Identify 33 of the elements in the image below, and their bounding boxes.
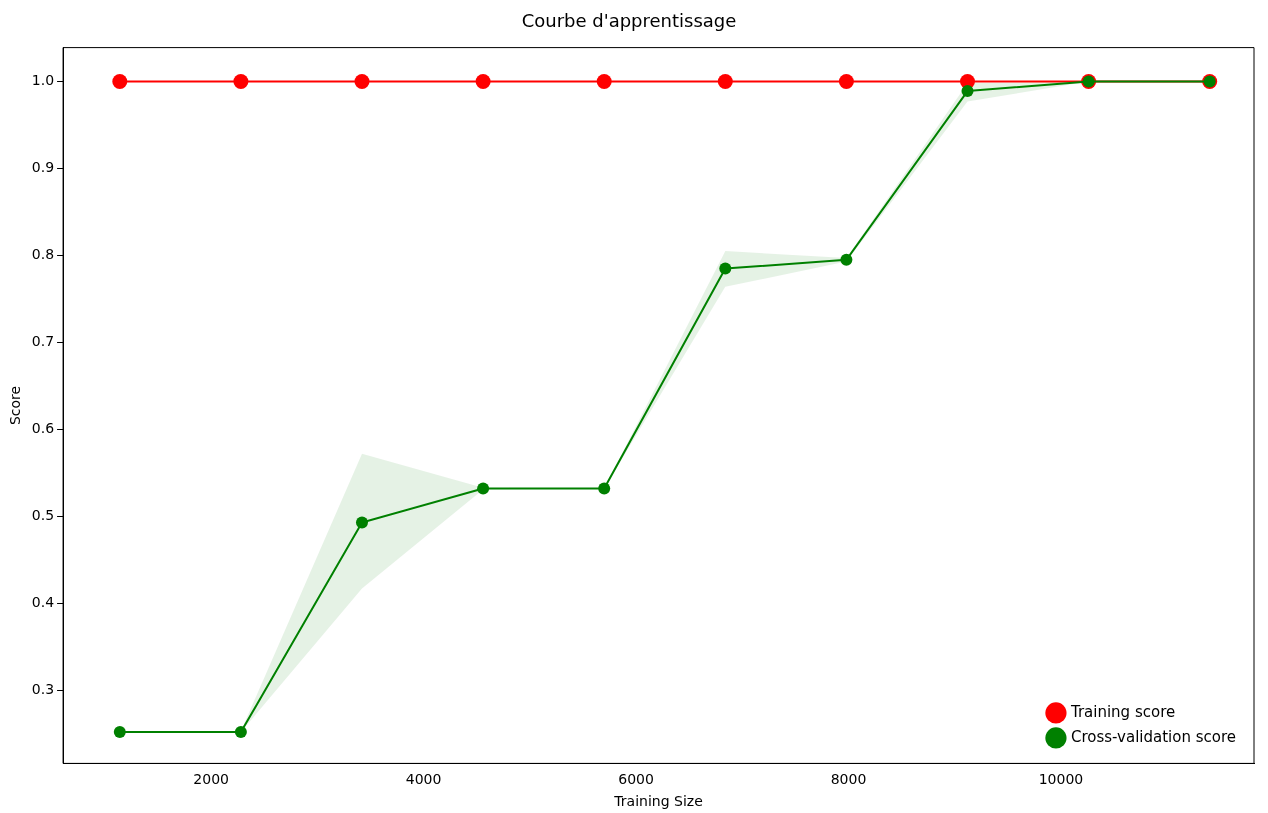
y-tick-label: 0.7 [31, 333, 55, 350]
x-tick-label: 10000 [1038, 771, 1084, 788]
point [961, 85, 974, 98]
point [113, 726, 126, 739]
point [838, 74, 854, 90]
point [355, 516, 368, 529]
point [477, 482, 490, 495]
y-tick-label: 0.4 [31, 594, 55, 611]
point [475, 74, 491, 90]
point [112, 74, 128, 90]
x-axis-title: Training Size [613, 793, 703, 810]
point [717, 74, 733, 90]
y-tick-label: 1.0 [31, 72, 55, 89]
y-tick-label: 0.8 [31, 246, 55, 263]
y-tick-label: 0.3 [31, 680, 55, 697]
point [840, 253, 853, 266]
y-tick-label: 0.5 [31, 507, 55, 524]
x-tick-label: 2000 [193, 771, 229, 788]
y-tick-label: 0.6 [31, 420, 55, 437]
legend-label: Cross-validation score [1070, 727, 1237, 746]
point [596, 74, 612, 90]
x-tick-label: 8000 [830, 771, 867, 788]
legend-label: Training score [1069, 702, 1176, 721]
y-axis-title: Score [7, 385, 24, 426]
chart-title: Courbe d'apprentissage [521, 10, 737, 32]
point [354, 74, 370, 90]
point [234, 726, 247, 739]
point [719, 262, 732, 275]
x-tick-label: 6000 [618, 771, 654, 788]
point [598, 482, 611, 495]
y-tick-label: 0.9 [31, 159, 55, 176]
x-tick-label: 4000 [405, 771, 442, 788]
point [233, 74, 249, 90]
